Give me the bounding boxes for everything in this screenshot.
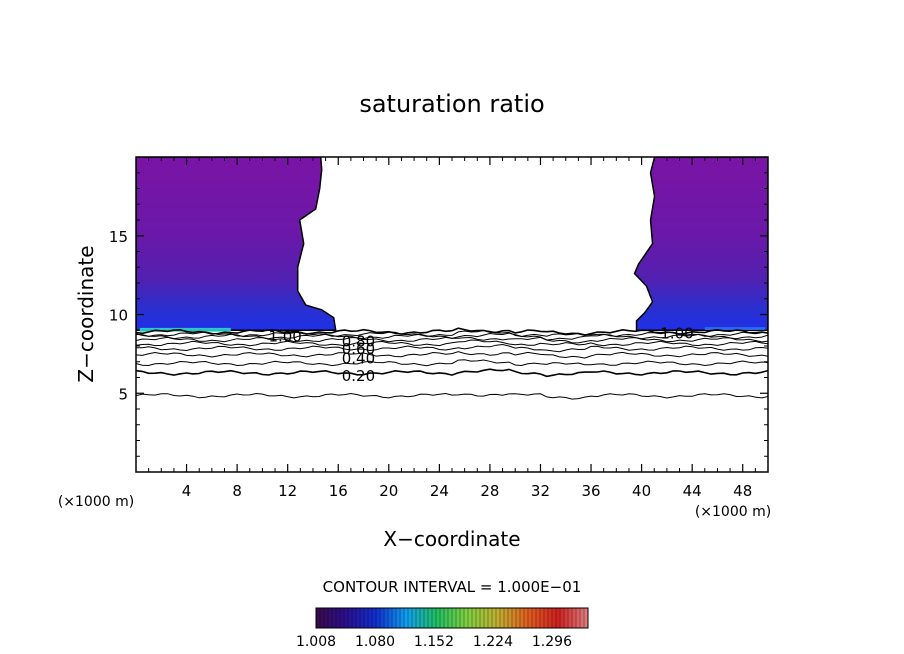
x-tick-label: 32 [531, 482, 550, 500]
x-tick-label: 40 [632, 482, 651, 500]
contour-lines [136, 327, 768, 400]
x-tick-label: 12 [278, 482, 297, 500]
contour-label: 0.20 [342, 367, 375, 385]
right-high-saturation-band [704, 327, 766, 331]
x-tick-label: 44 [683, 482, 702, 500]
contour-label: 0.40 [342, 350, 375, 368]
supersaturated-regions [136, 157, 768, 332]
contour-line [136, 339, 768, 347]
contour-line [136, 343, 768, 353]
contour-line [136, 327, 768, 337]
y-axis-label: Z−coordinate [74, 245, 98, 382]
x-tick-label: 36 [581, 482, 600, 500]
x-axis-label: X−coordinate [383, 527, 520, 551]
contour-line [136, 392, 768, 400]
y-axis-unit: (×1000 m) [58, 494, 134, 510]
contour-label: 0.80 [342, 332, 375, 350]
colorbar-tick-label: 1.080 [355, 634, 395, 650]
x-tick-label: 48 [733, 482, 752, 500]
y-axis-ticks: 5 10 15 [109, 172, 768, 457]
colorbar: 1.008 1.080 1.152 1.224 1.296 [296, 607, 589, 650]
x-tick-label: 16 [329, 482, 348, 500]
y-tick-label: 15 [109, 228, 128, 246]
x-axis-unit: (×1000 m) [695, 504, 771, 520]
left-high-saturation-band [139, 327, 231, 332]
contour-line [136, 351, 768, 359]
contour-label: 0.60 [342, 340, 375, 358]
contour-line [136, 359, 768, 367]
colorbar-tick-label: 1.224 [473, 634, 513, 650]
right-supersaturated-region [633, 157, 768, 331]
colorbar-tick-labels: 1.008 1.080 1.152 1.224 1.296 [296, 634, 572, 650]
left-supersaturated-region [136, 157, 337, 331]
contour-label: 1.00 [268, 328, 301, 346]
contour-interval-text: CONTOUR INTERVAL = 1.000E−01 [323, 578, 582, 596]
contour-label: 1.00 [660, 324, 693, 342]
x-axis-ticks: 4 8 12 16 20 24 28 32 36 40 44 48 [148, 157, 756, 500]
y-tick-label: 5 [118, 385, 128, 403]
colorbar-tick-label: 1.008 [296, 634, 336, 650]
plot-area [136, 157, 768, 400]
colorbar-segments [319, 608, 585, 628]
colorbar-tick-label: 1.296 [532, 634, 572, 650]
contour-line [136, 368, 768, 378]
x-tick-label: 24 [430, 482, 449, 500]
x-tick-label: 8 [232, 482, 242, 500]
chart-title: saturation ratio [359, 90, 544, 118]
x-tick-label: 28 [480, 482, 499, 500]
y-tick-label: 10 [109, 307, 128, 325]
x-tick-label: 4 [182, 482, 192, 500]
contour-line [136, 329, 768, 338]
colorbar-tick-label: 1.152 [414, 634, 454, 650]
contour-labels: 0.200.400.600.80 1.00 1.00 [268, 324, 693, 385]
x-tick-label: 20 [379, 482, 398, 500]
